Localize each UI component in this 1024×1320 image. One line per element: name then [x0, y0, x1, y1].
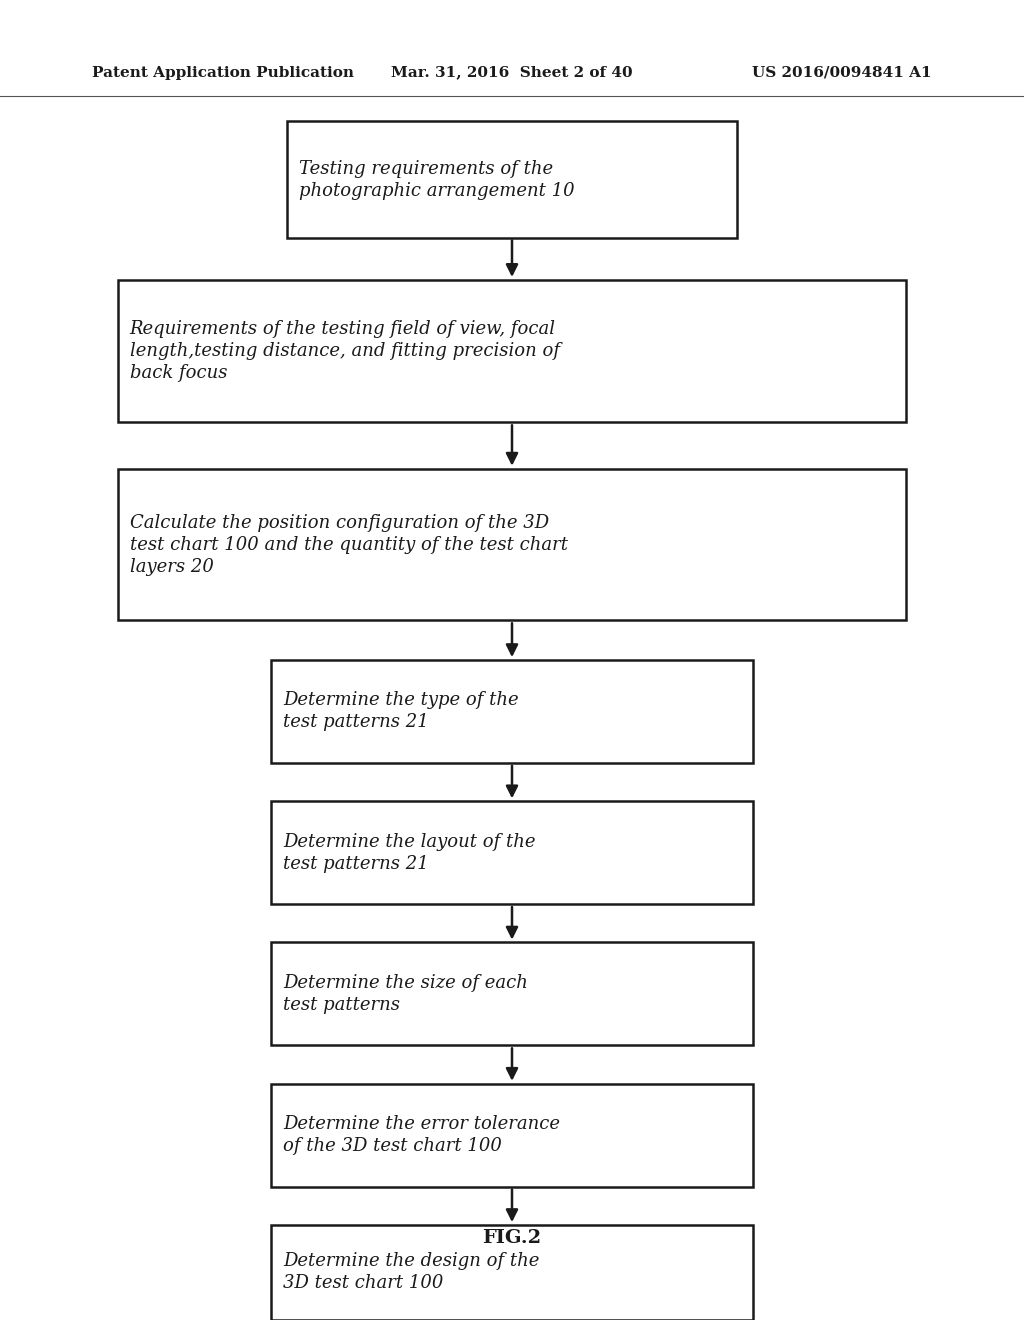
Text: test patterns 21: test patterns 21	[284, 855, 429, 873]
Bar	[118, 469, 906, 620]
Text: layers 20: layers 20	[130, 557, 214, 576]
Bar	[271, 801, 753, 904]
Text: Mar. 31, 2016  Sheet 2 of 40: Mar. 31, 2016 Sheet 2 of 40	[391, 66, 633, 79]
Text: length,testing distance, and fitting precision of: length,testing distance, and fitting pre…	[130, 342, 560, 360]
Text: test patterns: test patterns	[284, 997, 400, 1014]
Bar	[271, 942, 753, 1045]
Text: Requirements of the testing field of view, focal: Requirements of the testing field of vie…	[130, 321, 556, 338]
Text: back focus: back focus	[130, 364, 227, 381]
Text: Determine the type of the: Determine the type of the	[284, 692, 519, 709]
Bar	[118, 280, 906, 422]
Text: 3D test chart 100: 3D test chart 100	[284, 1275, 443, 1292]
Text: Determine the design of the: Determine the design of the	[284, 1253, 540, 1270]
Text: Testing requirements of the: Testing requirements of the	[299, 160, 553, 177]
Bar	[271, 1225, 753, 1320]
Bar	[287, 121, 737, 238]
Bar	[271, 1084, 753, 1187]
Text: FIG.2: FIG.2	[482, 1229, 542, 1247]
Bar	[271, 660, 753, 763]
Text: test chart 100 and the quantity of the test chart: test chart 100 and the quantity of the t…	[130, 536, 567, 553]
Text: photographic arrangement 10: photographic arrangement 10	[299, 182, 574, 199]
Text: of the 3D test chart 100: of the 3D test chart 100	[284, 1138, 502, 1155]
Text: US 2016/0094841 A1: US 2016/0094841 A1	[753, 66, 932, 79]
Text: Determine the size of each: Determine the size of each	[284, 974, 528, 991]
Text: test patterns 21: test patterns 21	[284, 714, 429, 731]
Text: Determine the error tolerance: Determine the error tolerance	[284, 1115, 560, 1133]
Text: Calculate the position configuration of the 3D: Calculate the position configuration of …	[130, 513, 549, 532]
Text: Patent Application Publication: Patent Application Publication	[92, 66, 354, 79]
Text: Determine the layout of the: Determine the layout of the	[284, 833, 536, 850]
